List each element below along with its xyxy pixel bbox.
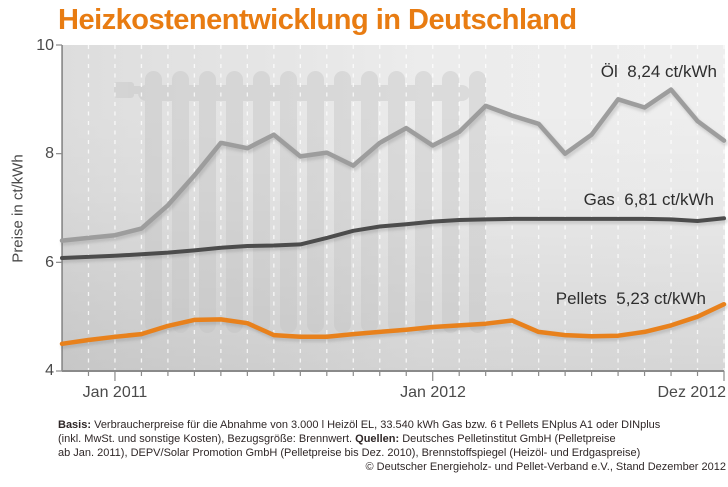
pellets-line <box>59 301 727 347</box>
quellen-text-2: ab Jan. 2011), DEPV/Solar Promotion GmbH… <box>58 446 641 459</box>
y-tick-label-8: 8 <box>45 145 54 162</box>
y-axis-ticks <box>56 44 62 372</box>
plot-background <box>62 45 725 371</box>
source-footnote: Basis: Verbraucherpreise für die Abnahme… <box>58 419 726 474</box>
y-axis-title: Preise in ct/kWh <box>9 154 27 263</box>
oil-series-label: Öl 8,24 ct/kWh <box>600 62 717 81</box>
axes <box>61 45 724 372</box>
footnote-line-3: ab Jan. 2011), DEPV/Solar Promotion GmbH… <box>58 447 726 461</box>
basis-text: Verbraucherpreise für die Abnahme von 3.… <box>91 419 661 431</box>
y-tick-label-6: 6 <box>45 254 54 271</box>
page-title: Heizkostenentwicklung in Deutschland <box>58 4 577 36</box>
quellen-label: Quellen: <box>355 432 400 445</box>
month-gridlines <box>87 45 725 371</box>
quellen-text: Deutsches Pelletinstitut GmbH (Pelletpre… <box>399 432 616 445</box>
basis-text-2: (inkl. MwSt. und sonstige Kosten), Bezug… <box>58 432 356 445</box>
copyright-text: © Deutscher Energieholz- und Pellet-Verb… <box>365 460 726 473</box>
line-chart <box>56 44 728 381</box>
data-series-lines <box>59 87 728 350</box>
gas-line <box>60 216 726 260</box>
gas-series-label: Gas 6,81 ct/kWh <box>583 190 714 209</box>
x-tick-label-dez-2012: Dez 2012 <box>657 384 727 401</box>
x-axis-ticks <box>87 371 725 381</box>
x-tick-label-jan-2011: Jan 2011 <box>82 384 148 401</box>
footnote-line-1: Basis: Verbraucherpreise für die Abnahme… <box>58 419 726 433</box>
y-tick-label-4: 4 <box>45 362 54 379</box>
oil-line <box>59 87 727 243</box>
pellets-series-label: Pellets 5,23 ct/kWh <box>555 289 706 308</box>
footnote-line-2: (inkl. MwSt. und sonstige Kosten), Bezug… <box>58 433 726 447</box>
y-tick-label-10: 10 <box>36 37 54 54</box>
basis-label: Basis: <box>58 419 92 431</box>
x-tick-label-jan-2012: Jan 2012 <box>400 384 466 401</box>
copyright-line: © Deutscher Energieholz- und Pellet-Verb… <box>58 461 726 475</box>
